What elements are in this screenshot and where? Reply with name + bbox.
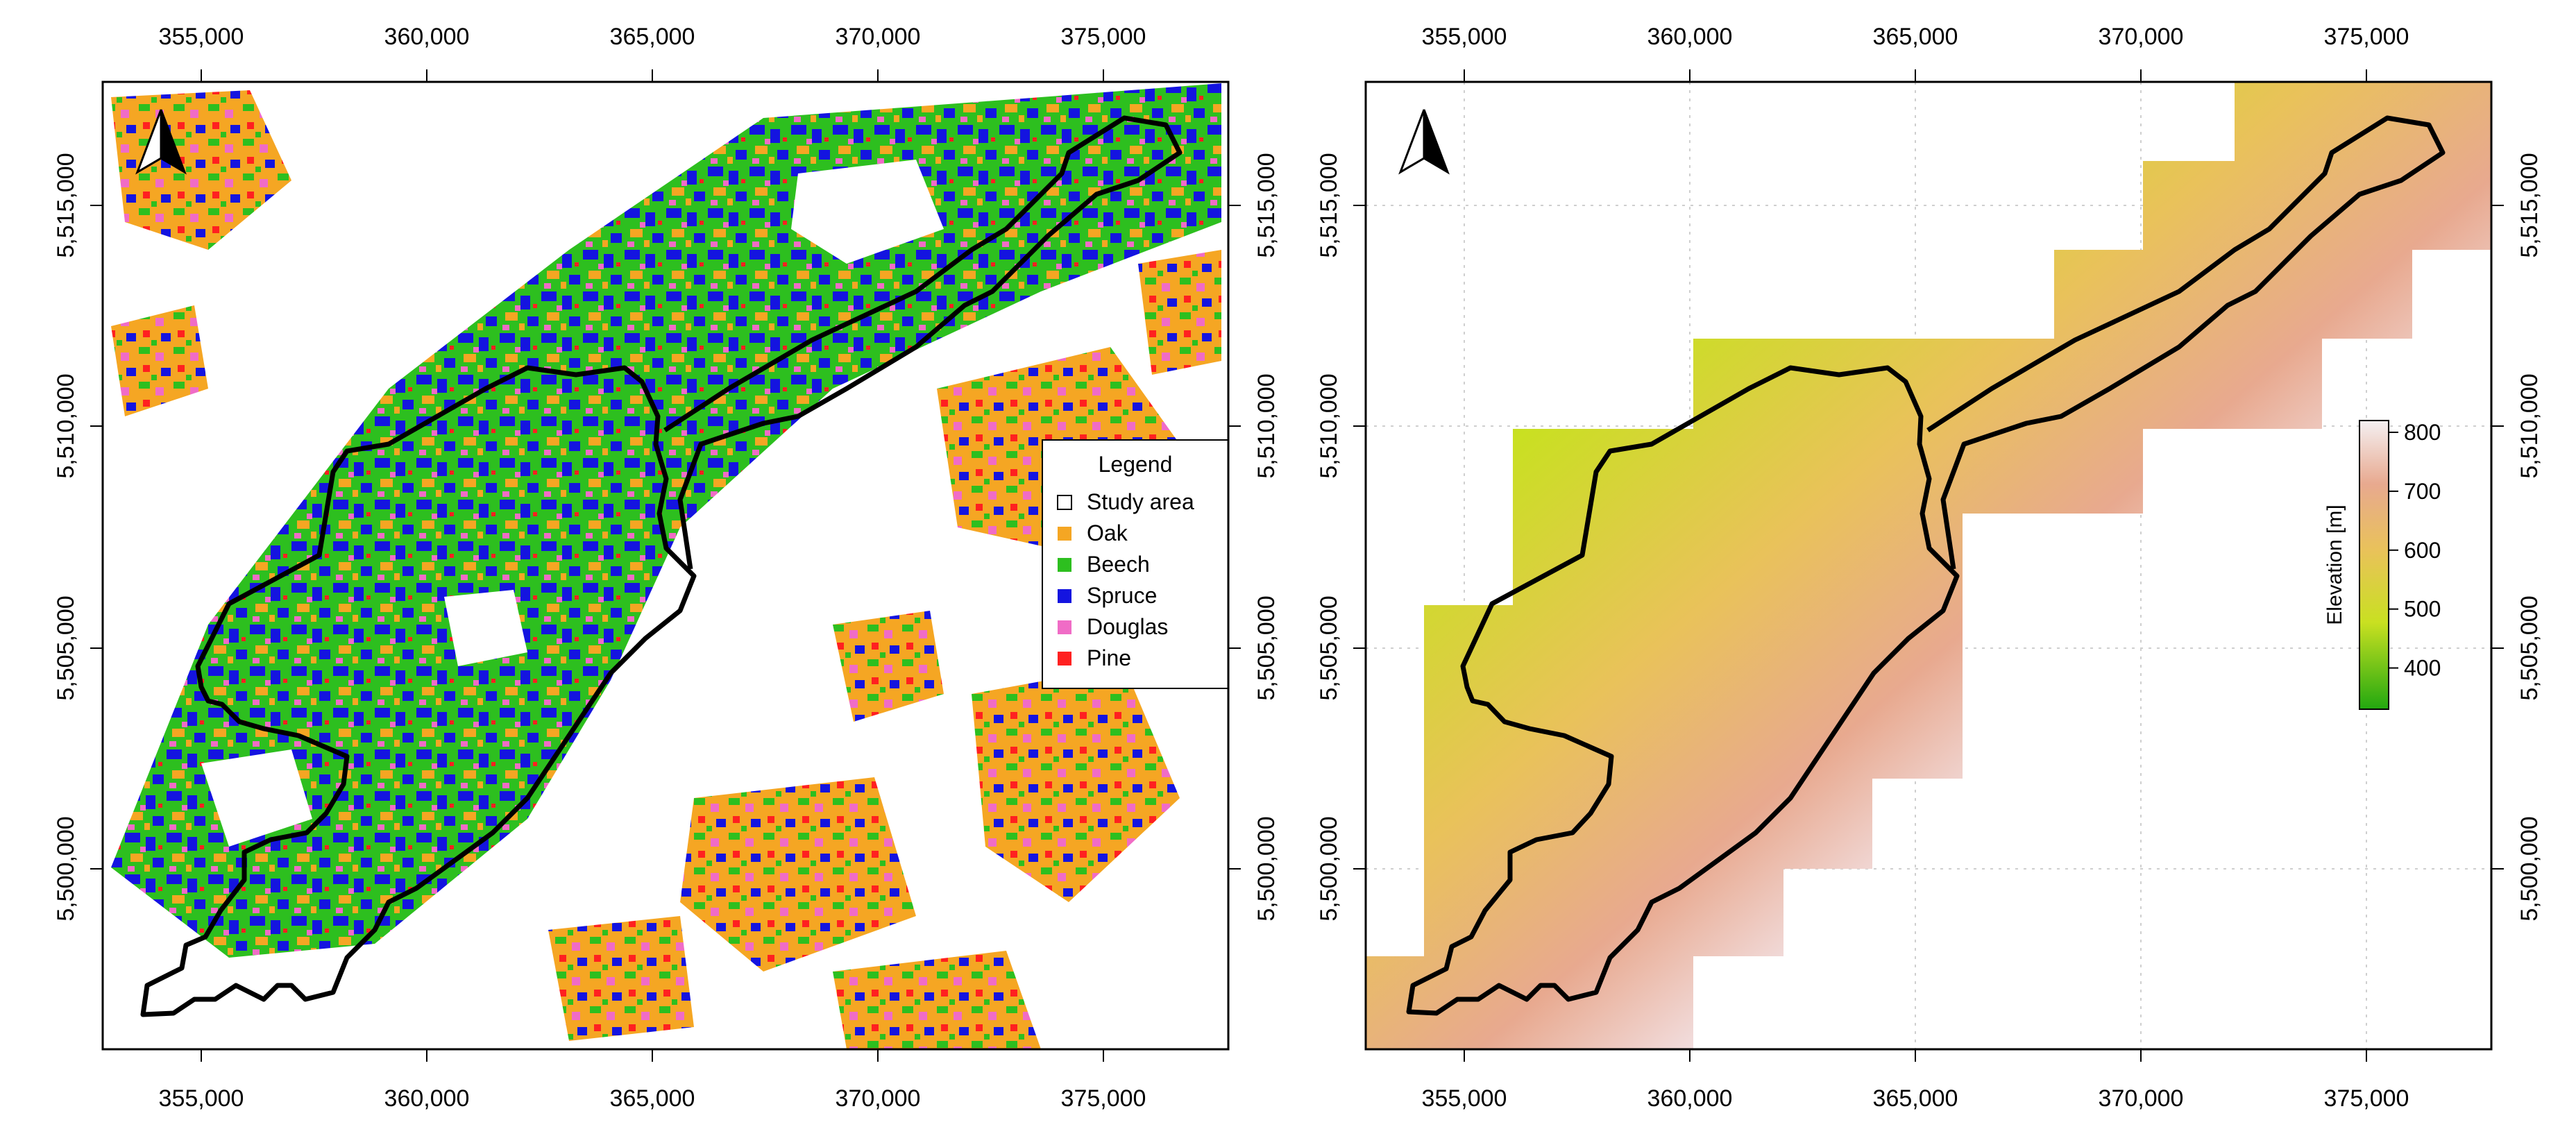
legend-title: Legend	[1099, 452, 1173, 477]
clearing	[791, 160, 944, 264]
y-tick-label-right: 5,510,000	[1253, 373, 1280, 478]
y-tick-label-left: 5,515,000	[1316, 153, 1342, 257]
forest-patch	[833, 951, 1041, 1049]
y-tick-label-left: 5,505,000	[53, 595, 79, 700]
species-map-axes: 355,000 355,000 360,000 360,000 365,000 365,0…	[53, 24, 1280, 1112]
forest-patch	[111, 305, 208, 416]
forest-patch	[680, 777, 916, 972]
elevation-colorbar: 400 500 600 700 800 Elevation [m]	[2323, 420, 2441, 710]
x-tick-label-bottom: 355,000	[159, 1085, 244, 1112]
legend-items: Study area Oak Beech Spruce Douglas Pine	[1057, 489, 1194, 670]
x-tick-label-top: 375,000	[2324, 24, 2409, 50]
study-area-outline	[140, 365, 697, 1017]
north-arrow-icon	[1398, 109, 1450, 175]
y-tick-label-left: 5,500,000	[53, 816, 79, 921]
x-tick-label-bottom: 365,000	[1873, 1085, 1958, 1112]
species-legend: Legend Study area Oak Beech Spruce Douglas Pi…	[1042, 439, 1229, 689]
study-area-outline	[663, 115, 1183, 570]
x-tick-label-bottom: 370,000	[836, 1085, 921, 1112]
species-map-panel	[111, 83, 1221, 1049]
x-tick-label-top: 370,000	[836, 24, 921, 50]
legend-swatch	[1058, 558, 1071, 572]
colorbar-tick-label: 700	[2404, 479, 2441, 504]
y-tick-label-right: 5,515,000	[1253, 153, 1280, 257]
elevation-map-axes: 355,000 355,000 360,000 360,000 365,000 365,0…	[1316, 24, 2543, 1112]
elevation-raster	[1366, 82, 2491, 1049]
legend-label: Douglas	[1087, 614, 1168, 639]
colorbar-tick-label: 600	[2404, 538, 2441, 563]
x-tick-label-bottom: 355,000	[1422, 1085, 1507, 1112]
north-arrow-icon	[135, 109, 187, 175]
clearing	[201, 749, 312, 847]
forest-patch	[833, 611, 944, 722]
legend-label: Spruce	[1087, 583, 1157, 608]
legend-swatch	[1058, 652, 1071, 666]
x-tick-label-top: 355,000	[159, 24, 244, 50]
y-tick-label-right: 5,500,000	[2516, 816, 2543, 921]
forest-patch	[1138, 250, 1221, 375]
colorbar-ramp	[2359, 420, 2389, 710]
elevation-map-frame	[1364, 80, 2493, 1051]
y-tick-label-right: 5,500,000	[1253, 816, 1280, 921]
legend-label: Study area	[1087, 489, 1194, 514]
x-tick-label-top: 360,000	[384, 24, 470, 50]
colorbar-tick-label: 800	[2404, 420, 2441, 445]
y-tick-label-left: 5,515,000	[53, 153, 79, 257]
x-tick-label-bottom: 365,000	[610, 1085, 695, 1112]
legend-swatch	[1058, 589, 1071, 603]
y-tick-label-right: 5,505,000	[2516, 595, 2543, 700]
study-area-outline	[1926, 115, 2446, 570]
y-tick-label-left: 5,510,000	[1316, 373, 1342, 478]
legend-label: Beech	[1087, 552, 1150, 577]
legend-swatch	[1057, 495, 1072, 510]
y-tick-label-right: 5,510,000	[2516, 373, 2543, 478]
legend-label: Pine	[1087, 645, 1131, 670]
x-tick-label-bottom: 375,000	[2324, 1085, 2409, 1112]
x-tick-label-bottom: 375,000	[1061, 1085, 1146, 1112]
y-tick-label-left: 5,500,000	[1316, 816, 1342, 921]
clearing	[444, 590, 527, 666]
x-tick-label-bottom: 360,000	[1647, 1085, 1733, 1112]
species-map-frame	[101, 80, 1230, 1051]
x-tick-label-bottom: 360,000	[384, 1085, 470, 1112]
x-tick-label-top: 365,000	[1873, 24, 1958, 50]
x-tick-label-top: 365,000	[610, 24, 695, 50]
x-tick-label-top: 360,000	[1647, 24, 1733, 50]
x-tick-label-top: 355,000	[1422, 24, 1507, 50]
legend-swatch	[1058, 620, 1071, 634]
y-tick-label-left: 5,510,000	[53, 373, 79, 478]
colorbar-label: Elevation [m]	[2323, 505, 2346, 625]
y-tick-label-right: 5,515,000	[2516, 153, 2543, 257]
study-area-outline	[1406, 365, 1960, 1016]
legend-label: Oak	[1087, 520, 1128, 545]
colorbar-tick-label: 500	[2404, 597, 2441, 622]
x-tick-label-bottom: 370,000	[2099, 1085, 2184, 1112]
colorbar-ticks: 400 500 600 700 800	[2389, 420, 2441, 681]
colorbar-tick-label: 400	[2404, 656, 2441, 681]
forest-band	[111, 83, 1221, 958]
forest-patch	[972, 666, 1180, 902]
y-tick-label-right: 5,505,000	[1253, 595, 1280, 700]
x-tick-label-top: 370,000	[2099, 24, 2184, 50]
y-tick-label-left: 5,505,000	[1316, 595, 1342, 700]
legend-swatch	[1058, 527, 1071, 541]
forest-patch	[548, 916, 694, 1041]
x-tick-label-top: 375,000	[1061, 24, 1146, 50]
